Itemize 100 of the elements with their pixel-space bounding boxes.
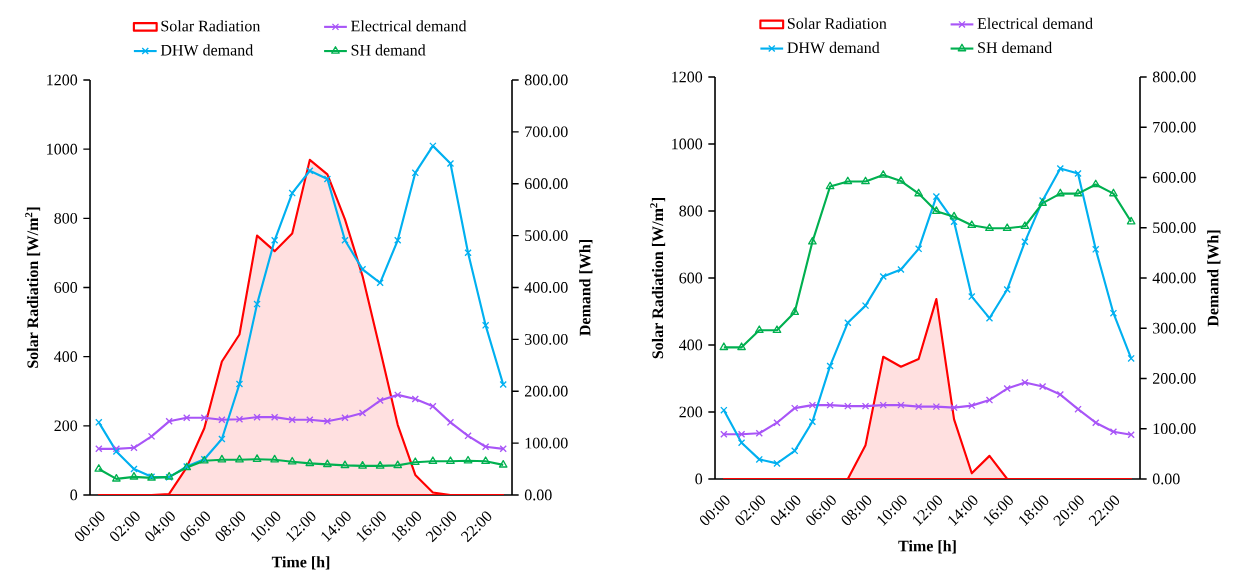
- point: [287, 456, 297, 465]
- point: [754, 325, 764, 334]
- point: [218, 435, 226, 443]
- point: [950, 403, 958, 412]
- point: [737, 439, 746, 447]
- point: [861, 301, 870, 310]
- point: [844, 319, 852, 327]
- y-tick-label: 1200: [672, 71, 703, 83]
- point: [411, 169, 419, 177]
- point: [481, 443, 490, 451]
- y2-tick-label: 200.00: [1152, 373, 1196, 384]
- point: [773, 419, 781, 427]
- point: [341, 414, 349, 422]
- y2-tick-label: 100.00: [525, 437, 568, 449]
- point: [499, 380, 507, 389]
- y2-tick-label: 600.00: [1152, 172, 1196, 183]
- y2-tick-label: 400.00: [1152, 272, 1196, 284]
- point: [253, 413, 261, 421]
- point: [1055, 188, 1065, 197]
- point: [235, 454, 244, 463]
- point: [498, 459, 508, 468]
- point: [985, 314, 994, 322]
- point: [411, 395, 419, 403]
- y-tick-label: 600: [54, 282, 78, 293]
- point: [1021, 378, 1029, 387]
- point: [358, 265, 367, 274]
- y2-tick-label: 200.00: [524, 385, 568, 397]
- point: [305, 458, 315, 467]
- point: [1003, 384, 1011, 393]
- y2-tick-label: 0.00: [1152, 473, 1180, 485]
- point: [95, 418, 103, 427]
- point: [879, 272, 887, 281]
- point: [393, 460, 403, 469]
- point: [719, 342, 729, 351]
- legend-label: Solar Radiation: [787, 17, 887, 29]
- y2-tick-label: 500.00: [1153, 222, 1196, 234]
- point: [218, 416, 226, 424]
- point: [967, 220, 977, 229]
- point: [481, 456, 490, 465]
- x-axis-title: Time [h]: [898, 540, 956, 554]
- point: [949, 211, 959, 220]
- point: [340, 460, 350, 469]
- point: [130, 444, 138, 452]
- legend-label: SH demand: [978, 41, 1052, 54]
- y-tick-label: 200: [54, 420, 78, 432]
- y2-tick-label: 600.00: [524, 178, 568, 190]
- y2-tick-label: 300.00: [1153, 322, 1196, 334]
- point: [1003, 285, 1011, 294]
- y-tick-label: 0: [695, 473, 703, 485]
- point: [932, 206, 941, 214]
- point: [897, 265, 905, 274]
- point: [985, 396, 994, 404]
- point: [808, 401, 817, 409]
- y2-tick-label: 100.00: [1153, 423, 1196, 435]
- point: [825, 181, 835, 190]
- y2-tick-label: 300.00: [525, 333, 568, 345]
- y-tick-label: 1000: [672, 138, 703, 150]
- legend-label: Electrical demand: [351, 20, 467, 32]
- point: [968, 292, 976, 301]
- legend-label: SH demand: [351, 44, 426, 56]
- x-axis-title: Time [h]: [271, 556, 330, 570]
- point: [808, 418, 817, 426]
- point: [358, 461, 367, 469]
- point: [914, 245, 923, 253]
- point: [985, 223, 994, 232]
- y2-tick-label: 0.00: [524, 489, 552, 501]
- point: [1126, 216, 1136, 225]
- point: [165, 417, 173, 426]
- point: [1056, 164, 1064, 173]
- y2-tick-label: 800.00: [524, 74, 568, 86]
- point: [410, 457, 420, 466]
- y-tick-label: 800: [679, 205, 703, 217]
- y-tick-label: 400: [679, 339, 703, 351]
- point: [968, 401, 976, 410]
- point: [1002, 223, 1012, 232]
- point: [270, 454, 279, 463]
- point: [429, 402, 437, 410]
- y-axis-title: Solar Radiation [W/m$^{2}$]: [650, 197, 666, 359]
- point: [1074, 169, 1082, 178]
- point: [861, 176, 870, 185]
- y2-tick-label: 800.00: [1152, 71, 1196, 83]
- point: [1109, 428, 1118, 436]
- point: [464, 249, 472, 257]
- point: [772, 325, 782, 334]
- point: [358, 409, 367, 417]
- point: [879, 401, 887, 409]
- point: [773, 459, 781, 468]
- point: [1127, 431, 1135, 439]
- point: [790, 307, 800, 315]
- point: [1109, 309, 1118, 317]
- point: [288, 189, 296, 197]
- legend-label: DHW demand: [160, 44, 254, 56]
- point: [323, 175, 332, 183]
- point: [843, 176, 853, 185]
- point: [323, 417, 332, 426]
- y2-tick-label: 500.00: [525, 230, 568, 242]
- y-tick-label: 0: [70, 489, 78, 501]
- point: [446, 418, 455, 427]
- point: [129, 471, 139, 480]
- point: [112, 473, 121, 482]
